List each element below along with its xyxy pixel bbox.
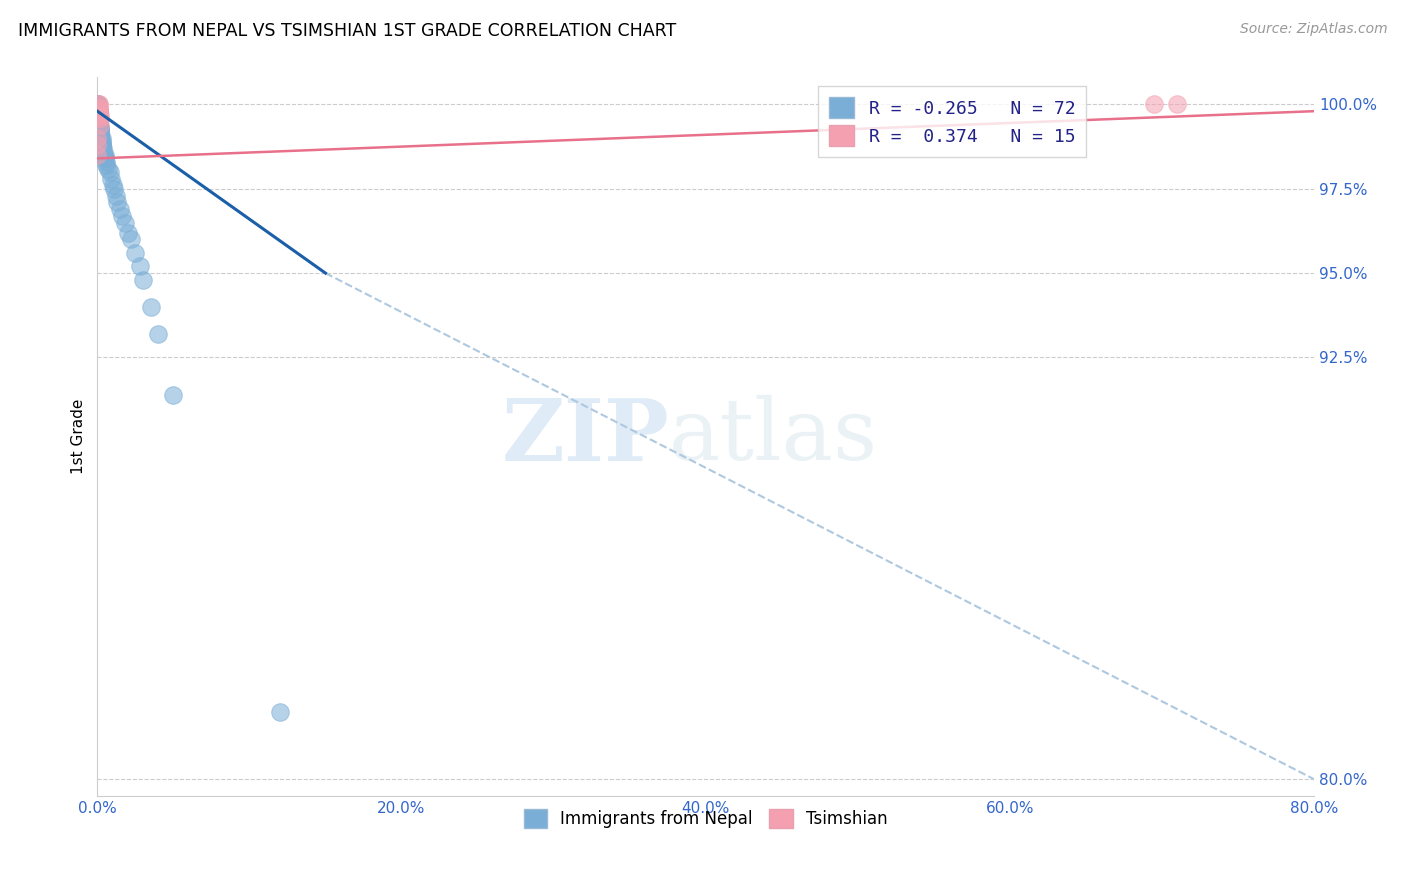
Point [87,104,110,119]
Point [90,135,112,149]
Point [87,111,110,125]
Point [87,107,110,121]
Point [97,161,120,176]
Point [87,114,110,128]
Point [86,101,108,115]
Text: ZIP: ZIP [502,395,669,479]
Point [162,387,184,401]
Point [1166,97,1188,112]
Point [87,97,110,112]
Point [86,101,108,115]
Point [87,107,110,121]
Point [108,202,131,216]
Legend: Immigrants from Nepal, Tsimshian: Immigrants from Nepal, Tsimshian [517,802,894,835]
Point [104,188,127,202]
Point [87,111,110,125]
Point [100,171,122,186]
Point [87,118,110,132]
Point [89,128,111,142]
Point [89,107,111,121]
Point [90,137,112,152]
Point [87,107,110,121]
Point [87,114,110,128]
Point [105,195,128,210]
Point [86,97,108,112]
Point [87,107,110,121]
Text: atlas: atlas [669,395,879,478]
Point [93,148,115,162]
Point [96,158,118,172]
Point [114,215,136,229]
Point [86,101,108,115]
Point [89,111,111,125]
Point [120,232,142,246]
Point [90,131,112,145]
Point [86,148,108,162]
Point [87,104,110,119]
Point [87,104,110,119]
Point [111,209,134,223]
Point [148,326,170,341]
Point [87,111,110,125]
Point [86,97,108,112]
Point [89,131,111,145]
Point [1143,97,1166,112]
Point [98,165,121,179]
Point [87,104,110,119]
Point [89,128,111,142]
Point [93,145,115,159]
Point [86,97,108,112]
Point [94,152,117,166]
Point [89,121,111,136]
Point [103,182,125,196]
Y-axis label: 1st Grade: 1st Grade [72,399,86,475]
Point [89,124,111,138]
Point [87,111,110,125]
Point [87,101,110,115]
Point [86,137,108,152]
Text: IMMIGRANTS FROM NEPAL VS TSIMSHIAN 1ST GRADE CORRELATION CHART: IMMIGRANTS FROM NEPAL VS TSIMSHIAN 1ST G… [18,22,676,40]
Point [117,226,139,240]
Point [89,121,111,136]
Point [94,148,117,162]
Point [90,141,112,155]
Point [89,124,111,138]
Point [86,131,108,145]
Point [86,97,108,112]
Point [86,97,108,112]
Point [101,178,124,193]
Point [87,101,110,115]
Point [129,260,152,274]
Point [93,145,115,159]
Point [89,121,111,136]
Point [93,141,115,155]
Point [87,118,110,132]
Point [94,152,117,166]
Point [90,135,112,149]
Point [269,705,291,719]
Point [87,107,110,121]
Point [89,118,111,132]
Point [87,104,110,119]
Point [89,124,111,138]
Point [132,273,155,287]
Point [87,104,110,119]
Point [86,101,108,115]
Point [87,111,110,125]
Point [86,101,108,115]
Point [96,154,118,169]
Point [87,114,110,128]
Point [89,128,111,142]
Point [139,300,162,314]
Point [124,246,146,260]
Text: Source: ZipAtlas.com: Source: ZipAtlas.com [1240,22,1388,37]
Point [87,97,110,112]
Point [90,137,112,152]
